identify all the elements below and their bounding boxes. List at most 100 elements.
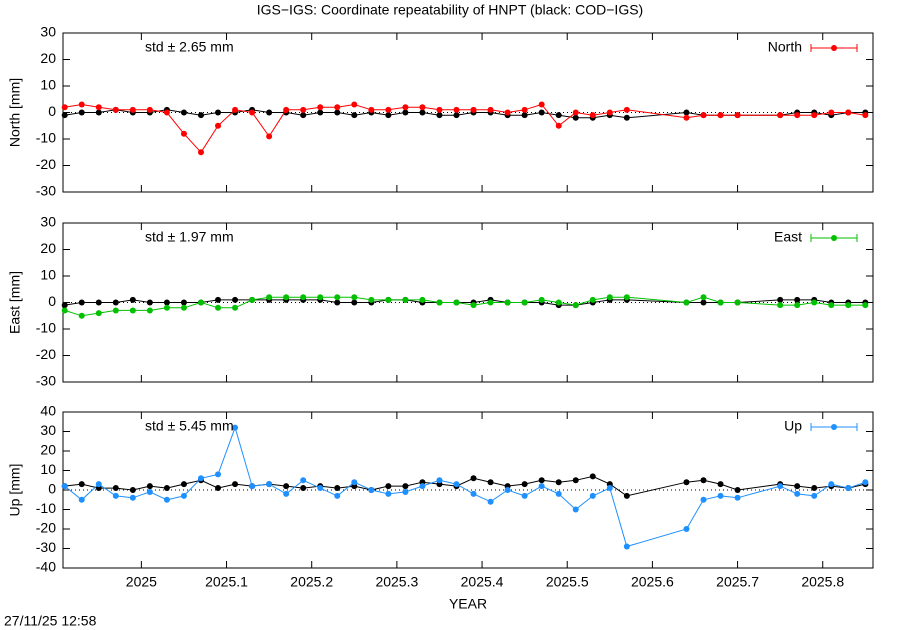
x-tick-label: 2025.3 xyxy=(375,574,418,590)
legend-label: East xyxy=(774,229,802,245)
y-tick-label: 20 xyxy=(40,442,56,458)
data-point xyxy=(538,101,545,108)
data-point xyxy=(146,483,153,490)
data-point xyxy=(180,304,187,311)
y-tick-label: 0 xyxy=(48,103,56,119)
data-point xyxy=(794,296,801,303)
data-point xyxy=(215,471,222,478)
data-point xyxy=(317,109,324,116)
data-point xyxy=(215,304,222,311)
data-point xyxy=(538,296,545,303)
data-point xyxy=(828,109,835,116)
data-point xyxy=(61,483,68,490)
data-point xyxy=(163,496,170,503)
x-tick-label: 2025.5 xyxy=(546,574,589,590)
data-point xyxy=(623,492,630,499)
data-point xyxy=(334,485,341,492)
data-point xyxy=(129,307,136,314)
chart-title: IGS−IGS: Coordinate repeatability of HNP… xyxy=(257,2,643,18)
data-point xyxy=(146,106,153,113)
data-point xyxy=(129,106,136,113)
data-point xyxy=(683,526,690,532)
legend-marker xyxy=(831,45,837,51)
y-axis-label: East [mm] xyxy=(7,271,23,334)
data-point xyxy=(572,506,579,513)
data-point xyxy=(351,112,358,119)
annotation: std ± 1.97 mm xyxy=(145,229,234,245)
data-point xyxy=(700,294,707,301)
data-point xyxy=(794,490,801,497)
data-point xyxy=(436,106,443,113)
y-tick-label: 40 xyxy=(40,403,56,419)
y-tick-label: -10 xyxy=(36,320,56,336)
data-point xyxy=(317,294,324,301)
data-point xyxy=(266,109,273,116)
data-point xyxy=(470,490,477,497)
data-point xyxy=(828,481,835,488)
data-point xyxy=(470,106,477,113)
data-point xyxy=(61,112,68,119)
data-point xyxy=(351,101,358,108)
data-point xyxy=(266,481,273,488)
data-point xyxy=(538,483,545,490)
data-point xyxy=(180,299,187,306)
data-point xyxy=(538,109,545,116)
data-point xyxy=(402,488,409,495)
data-point xyxy=(146,488,153,495)
data-point xyxy=(232,424,239,431)
data-point xyxy=(862,112,869,119)
data-point xyxy=(351,294,358,301)
data-point xyxy=(572,302,579,309)
y-axis-label: North [mm] xyxy=(7,78,23,147)
data-point xyxy=(283,490,290,497)
data-point xyxy=(283,106,290,113)
data-point xyxy=(453,112,460,119)
y-tick-label: 20 xyxy=(40,240,56,256)
data-point xyxy=(334,104,341,111)
y-tick-label: -30 xyxy=(36,373,56,389)
data-point xyxy=(249,109,256,116)
data-point xyxy=(700,477,707,484)
data-point xyxy=(589,296,596,303)
data-point xyxy=(811,112,818,119)
x-tick-label: 2025.4 xyxy=(461,574,504,590)
y-tick-label: -20 xyxy=(36,520,56,536)
data-point xyxy=(215,296,222,303)
data-point xyxy=(862,479,869,486)
data-point xyxy=(623,106,630,113)
data-point xyxy=(700,112,707,119)
data-point xyxy=(78,101,85,108)
data-point xyxy=(734,112,741,119)
data-point xyxy=(470,475,477,482)
y-tick-label: -30 xyxy=(36,183,56,199)
y-tick-label: -40 xyxy=(36,559,56,575)
data-point xyxy=(717,481,724,488)
data-point xyxy=(623,114,630,121)
legend-label: North xyxy=(768,39,802,55)
data-point xyxy=(385,296,392,303)
data-point xyxy=(623,294,630,301)
x-tick-label: 2025.8 xyxy=(801,574,844,590)
data-point xyxy=(283,483,290,490)
data-point xyxy=(163,485,170,492)
data-point xyxy=(606,109,613,116)
y-tick-label: 0 xyxy=(48,293,56,309)
data-point xyxy=(351,479,358,486)
data-point xyxy=(589,112,596,119)
data-point xyxy=(794,302,801,309)
y-tick-label: -30 xyxy=(36,539,56,555)
data-point xyxy=(368,296,375,303)
data-point xyxy=(180,109,187,116)
data-point xyxy=(589,492,596,499)
data-point xyxy=(61,302,68,309)
data-point xyxy=(317,485,324,492)
data-point xyxy=(521,112,528,119)
data-point xyxy=(683,109,690,116)
data-point xyxy=(351,299,358,306)
y-tick-label: 20 xyxy=(40,50,56,66)
data-point xyxy=(521,481,528,488)
data-point xyxy=(487,498,494,505)
x-tick-label: 2025.6 xyxy=(631,574,674,590)
data-point xyxy=(845,302,852,309)
